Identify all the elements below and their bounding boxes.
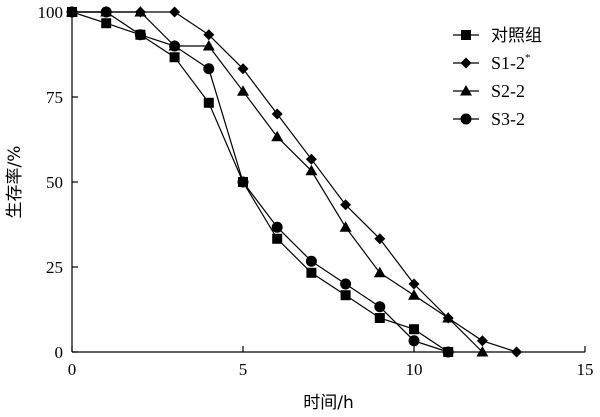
data-point bbox=[101, 18, 112, 29]
data-point bbox=[202, 40, 215, 51]
data-point bbox=[169, 6, 181, 18]
y-tick-label: 100 bbox=[38, 3, 64, 22]
legend-marker bbox=[460, 57, 472, 69]
x-axis-title: 时间/h bbox=[303, 393, 354, 413]
data-point bbox=[511, 346, 523, 358]
data-point bbox=[476, 346, 489, 357]
data-point bbox=[340, 290, 351, 301]
data-point bbox=[442, 312, 455, 323]
legend-superscript: * bbox=[525, 52, 531, 64]
data-point bbox=[305, 255, 317, 267]
series-2 bbox=[66, 6, 523, 358]
data-point bbox=[203, 29, 215, 41]
y-axis-title: 生存率/% bbox=[5, 146, 25, 219]
data-point bbox=[100, 6, 112, 18]
data-point bbox=[305, 153, 317, 165]
legend-item: S2-2 bbox=[453, 81, 525, 101]
data-point bbox=[374, 233, 386, 245]
legend-marker bbox=[461, 30, 471, 40]
x-tick-label: 0 bbox=[68, 360, 77, 379]
data-point bbox=[373, 266, 386, 278]
data-point bbox=[408, 335, 420, 347]
y-tick-label: 0 bbox=[55, 343, 64, 362]
legend-item: 对照组 bbox=[453, 26, 542, 46]
data-point bbox=[272, 233, 283, 244]
data-point bbox=[340, 199, 352, 211]
y-tick-label: 75 bbox=[46, 88, 63, 107]
data-point bbox=[408, 278, 420, 290]
data-point bbox=[169, 40, 181, 52]
data-point bbox=[237, 63, 249, 75]
x-tick-label: 5 bbox=[239, 360, 248, 379]
series-line bbox=[72, 11, 483, 353]
data-point bbox=[271, 108, 283, 120]
data-point bbox=[374, 301, 386, 313]
data-point bbox=[237, 176, 249, 188]
series-3 bbox=[66, 6, 489, 357]
data-point bbox=[306, 267, 317, 278]
legend-item: S3-2 bbox=[453, 109, 525, 129]
data-point bbox=[409, 324, 419, 335]
data-point bbox=[134, 6, 147, 17]
data-point bbox=[442, 346, 454, 358]
legend-label: 对照组 bbox=[491, 26, 542, 46]
data-point bbox=[476, 335, 488, 347]
data-point bbox=[408, 289, 420, 300]
data-point bbox=[237, 85, 249, 96]
data-point bbox=[169, 52, 180, 63]
axes: 0 5 10 15 0 25 50 75 100 bbox=[38, 3, 594, 379]
data-point bbox=[271, 221, 283, 233]
series-4 bbox=[66, 6, 454, 358]
legend-item: S1-2* bbox=[453, 52, 531, 73]
data-point bbox=[340, 278, 352, 290]
series-layer bbox=[66, 6, 523, 358]
data-point bbox=[134, 29, 146, 41]
data-point bbox=[203, 97, 214, 108]
series-line bbox=[71, 11, 449, 353]
x-tick-label: 15 bbox=[577, 360, 594, 379]
data-point bbox=[374, 313, 385, 323]
legend-label: S3-2 bbox=[491, 109, 525, 129]
y-tick-label: 50 bbox=[46, 173, 63, 192]
data-point bbox=[203, 63, 215, 75]
y-tick-label: 25 bbox=[46, 258, 63, 277]
series-line bbox=[72, 11, 449, 353]
legend: 对照组 S1-2* S2-2 S3-2 bbox=[453, 26, 542, 129]
series-1 bbox=[67, 7, 454, 357]
data-point bbox=[339, 221, 352, 232]
data-point bbox=[271, 130, 284, 142]
x-tick-label: 10 bbox=[406, 360, 423, 379]
series-line bbox=[72, 11, 517, 353]
legend-label: S1-2* bbox=[491, 52, 531, 73]
legend-marker bbox=[460, 113, 472, 125]
data-point bbox=[66, 6, 78, 18]
legend-label: S2-2 bbox=[491, 81, 525, 101]
data-point bbox=[305, 164, 318, 176]
legend-marker bbox=[460, 85, 472, 96]
